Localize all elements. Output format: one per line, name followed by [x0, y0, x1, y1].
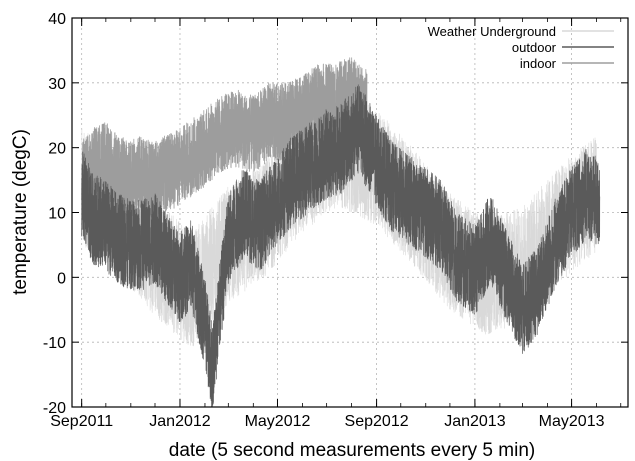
outdoor-series [81, 84, 601, 408]
y-tick-label: -10 [43, 335, 66, 352]
axis-ticks [72, 17, 628, 408]
y-tick-label: -20 [43, 400, 66, 417]
y-tick-labels: -20 -10 0 10 20 30 40 [43, 11, 66, 417]
x-tick-label: Jan2012 [149, 413, 210, 430]
legend-label-weather-underground: Weather Underground [428, 24, 556, 39]
legend-label-outdoor: outdoor [512, 40, 557, 55]
y-axis-label: temperature (degC) [10, 129, 31, 295]
y-tick-label: 10 [48, 206, 66, 223]
x-axis-label: date (5 second measurements every 5 min) [169, 440, 535, 461]
y-tick-label: 20 [48, 141, 66, 158]
legend: Weather Underground outdoor indoor [428, 24, 614, 71]
legend-label-indoor: indoor [520, 56, 557, 71]
x-tick-label: May2012 [245, 413, 311, 430]
outdoor-line [81, 84, 601, 408]
x-tick-label: Sep2011 [50, 413, 113, 430]
x-tick-labels: Sep2011 Jan2012 May2012 Sep2012 Jan2013 May20… [50, 413, 604, 430]
y-tick-label: 0 [57, 270, 66, 287]
y-tick-label: 30 [48, 76, 66, 93]
x-tick-label: Jan2013 [444, 413, 505, 430]
x-tick-label: Sep2012 [345, 413, 409, 430]
y-tick-label: 40 [48, 11, 66, 28]
x-tick-label: May2013 [539, 413, 605, 430]
